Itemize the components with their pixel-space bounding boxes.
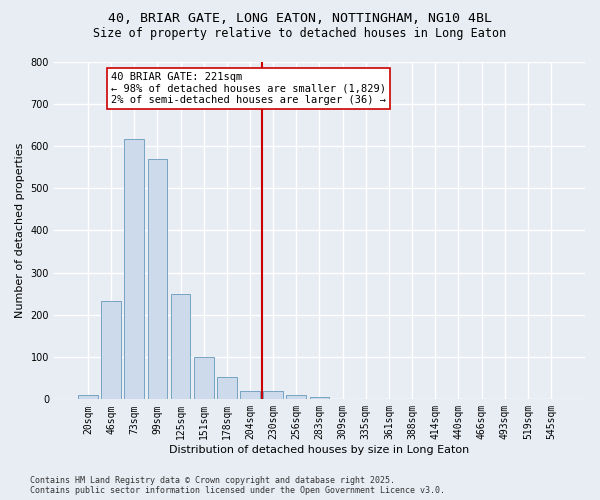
Text: Size of property relative to detached houses in Long Eaton: Size of property relative to detached ho…	[94, 28, 506, 40]
Bar	[124, 139, 144, 400]
Bar	[286, 395, 306, 400]
Bar	[170, 294, 190, 400]
Text: Contains HM Land Registry data © Crown copyright and database right 2025.
Contai: Contains HM Land Registry data © Crown c…	[30, 476, 445, 495]
Bar	[78, 395, 98, 400]
X-axis label: Distribution of detached houses by size in Long Eaton: Distribution of detached houses by size …	[169, 445, 470, 455]
Text: 40, BRIAR GATE, LONG EATON, NOTTINGHAM, NG10 4BL: 40, BRIAR GATE, LONG EATON, NOTTINGHAM, …	[108, 12, 492, 26]
Bar	[101, 302, 121, 400]
Bar	[310, 397, 329, 400]
Bar	[194, 357, 214, 400]
Bar	[240, 391, 260, 400]
Bar	[148, 158, 167, 400]
Bar	[263, 391, 283, 400]
Text: 40 BRIAR GATE: 221sqm
← 98% of detached houses are smaller (1,829)
2% of semi-de: 40 BRIAR GATE: 221sqm ← 98% of detached …	[111, 72, 386, 106]
Y-axis label: Number of detached properties: Number of detached properties	[15, 142, 25, 318]
Bar	[217, 378, 236, 400]
